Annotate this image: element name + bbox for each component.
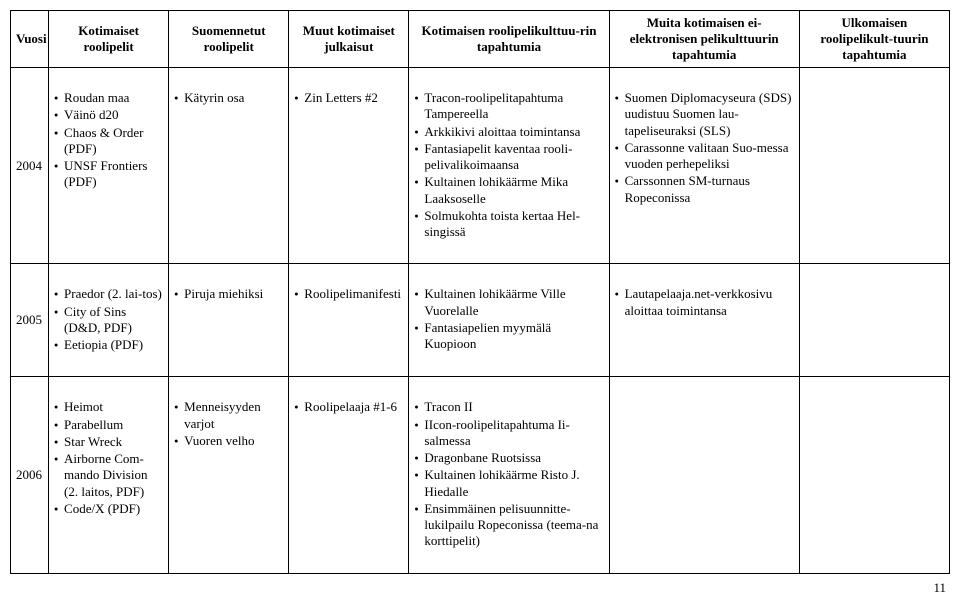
header-col-e: Muita kotimaisen ei-elektronisen pelikul… bbox=[609, 11, 799, 68]
cell-kotimaisen-tapahtumia: Tracon-roolipelitapahtuma TampereellaArk… bbox=[409, 68, 609, 264]
header-col-c: Muut kotimaiset julkaisut bbox=[289, 11, 409, 68]
list-item: Kultainen lohikäärme Ville Vuorelalle bbox=[414, 286, 603, 319]
list-item: Eetiopia (PDF) bbox=[54, 337, 163, 353]
cell-kotimaisen-tapahtumia: Kultainen lohikäärme Ville VuorelalleFan… bbox=[409, 264, 609, 377]
list-item: Suomen Diplomacyseura (SDS) uudistuu Suo… bbox=[615, 90, 794, 139]
table-row: 2004 Roudan maaVäinö d20 Chaos & Order (PD… bbox=[11, 68, 950, 264]
cell-muut-julkaisut: Zin Letters #2 bbox=[289, 68, 409, 264]
cell-kotimaiset: Heimot ParabellumStar WreckAirborne Com-m… bbox=[49, 377, 169, 573]
list-item: Roolipelaaja #1-6 bbox=[294, 399, 403, 415]
list-item: Tracon-roolipelitapahtuma Tampereella bbox=[414, 90, 603, 123]
roleplay-history-table: Vuosi Kotimaiset roolipelit Suomennetut … bbox=[10, 10, 950, 574]
list-item: UNSF Frontiers (PDF) bbox=[54, 158, 163, 191]
list-item: Kultainen lohikäärme Risto J. Hiedalle bbox=[414, 467, 603, 500]
cell-kotimaiset: Praedor (2. lai-tos) City of Sins (D&D, P… bbox=[49, 264, 169, 377]
table-row: 2006 Heimot ParabellumStar WreckAirborne C… bbox=[11, 377, 950, 573]
list-item: Praedor (2. lai-tos) bbox=[54, 286, 163, 302]
list-item: Heimot bbox=[54, 399, 163, 415]
header-year: Vuosi bbox=[11, 11, 49, 68]
list-item: Menneisyyden varjot bbox=[174, 399, 283, 432]
list-item: Fantasiapelien myymälä Kuopioon bbox=[414, 320, 603, 353]
list-item: Carssonnen SM-turnaus Ropeconissa bbox=[615, 173, 794, 206]
cell-ulkomaisen bbox=[799, 377, 949, 573]
list-item: Roudan maa bbox=[54, 90, 163, 106]
table-header-row: Vuosi Kotimaiset roolipelit Suomennetut … bbox=[11, 11, 950, 68]
cell-kotimaisen-tapahtumia: Tracon II IIcon-roolipelitapahtuma Ii-sal… bbox=[409, 377, 609, 573]
header-col-f: Ulkomaisen roolipelikult-tuurin tapahtum… bbox=[799, 11, 949, 68]
list-item: Roolipelimanifesti bbox=[294, 286, 403, 302]
cell-ulkomaisen bbox=[799, 68, 949, 264]
cell-kotimaiset: Roudan maaVäinö d20 Chaos & Order (PDF)UN… bbox=[49, 68, 169, 264]
cell-muita-tapahtumia bbox=[609, 377, 799, 573]
list-item: Carassonne valitaan Suo-messa vuoden per… bbox=[615, 140, 794, 173]
list-item: Kätyrin osa bbox=[174, 90, 283, 106]
list-item: Arkkikivi aloittaa toimintansa bbox=[414, 124, 603, 140]
list-item: Fantasiapelit kaventaa rooli-pelivalikoi… bbox=[414, 141, 603, 174]
list-item: Kultainen lohikäärme Mika Laaksoselle bbox=[414, 174, 603, 207]
list-item: Solmukohta toista kertaa Hel-singissä bbox=[414, 208, 603, 241]
list-item: Parabellum bbox=[54, 417, 163, 433]
header-col-b: Suomennetut roolipelit bbox=[169, 11, 289, 68]
list-item: Vuoren velho bbox=[174, 433, 283, 449]
header-col-a: Kotimaiset roolipelit bbox=[49, 11, 169, 68]
list-item: Star Wreck bbox=[54, 434, 163, 450]
cell-muut-julkaisut: Roolipelimanifesti bbox=[289, 264, 409, 377]
page-number: 11 bbox=[10, 574, 950, 596]
cell-muita-tapahtumia: Suomen Diplomacyseura (SDS) uudistuu Suo… bbox=[609, 68, 799, 264]
cell-year: 2004 bbox=[11, 68, 49, 264]
list-item: Dragonbane Ruotsissa bbox=[414, 450, 603, 466]
list-item: Airborne Com-mando Division (2. laitos, … bbox=[54, 451, 163, 500]
list-item: Piruja miehiksi bbox=[174, 286, 283, 302]
header-col-d: Kotimaisen roolipelikulttuu-rin tapahtum… bbox=[409, 11, 609, 68]
cell-ulkomaisen bbox=[799, 264, 949, 377]
cell-suomennetut: Kätyrin osa bbox=[169, 68, 289, 264]
cell-muut-julkaisut: Roolipelaaja #1-6 bbox=[289, 377, 409, 573]
list-item: IIcon-roolipelitapahtuma Ii-salmessa bbox=[414, 417, 603, 450]
list-item: Lautapelaaja.net-verkkosivu aloittaa toi… bbox=[615, 286, 794, 319]
list-item: Tracon II bbox=[414, 399, 603, 415]
cell-suomennetut: Menneisyyden varjotVuoren velho bbox=[169, 377, 289, 573]
list-item: Code/X (PDF) bbox=[54, 501, 163, 517]
cell-muita-tapahtumia: Lautapelaaja.net-verkkosivu aloittaa toi… bbox=[609, 264, 799, 377]
cell-year: 2006 bbox=[11, 377, 49, 573]
list-item: City of Sins (D&D, PDF) bbox=[54, 304, 163, 337]
list-item: Zin Letters #2 bbox=[294, 90, 403, 106]
list-item: Ensimmäinen pelisuunnitte-lukilpailu Rop… bbox=[414, 501, 603, 550]
list-item: Chaos & Order (PDF) bbox=[54, 125, 163, 158]
table-row: 2005 Praedor (2. lai-tos) City of Sins (D&… bbox=[11, 264, 950, 377]
cell-year: 2005 bbox=[11, 264, 49, 377]
cell-suomennetut: Piruja miehiksi bbox=[169, 264, 289, 377]
list-item: Väinö d20 bbox=[54, 107, 163, 123]
